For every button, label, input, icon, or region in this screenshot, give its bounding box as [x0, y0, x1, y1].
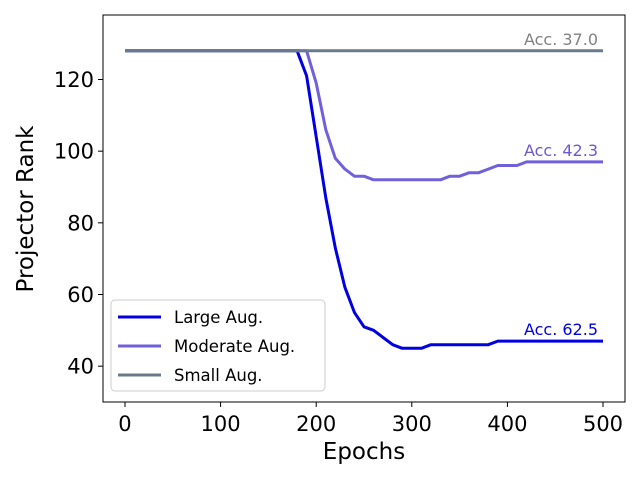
series-lines — [125, 49, 603, 350]
plot-frame — [102, 14, 626, 403]
x-tick-label: 100 — [201, 412, 241, 436]
legend-box — [110, 299, 326, 392]
accuracy-annotations: Acc. 62.5 Acc. 42.3 Acc. 37.0 — [524, 30, 598, 339]
y-tick-label: 100 — [54, 140, 94, 164]
annotation-small-aug: Acc. 37.0 — [524, 30, 598, 49]
annotation-moderate-aug: Acc. 42.3 — [524, 141, 598, 160]
x-tick-label: 400 — [487, 412, 527, 436]
y-axis-label: Projector Rank — [13, 125, 39, 293]
y-tick-label: 40 — [67, 355, 94, 379]
legend-label-large-aug: Large Aug. — [174, 308, 263, 327]
series-line-moderate-aug — [125, 49, 603, 182]
legend-label-small-aug: Small Aug. — [174, 366, 263, 385]
legend-label-moderate-aug: Moderate Aug. — [174, 337, 295, 356]
y-tick-label: 120 — [54, 68, 94, 92]
x-axis-label: Epochs — [323, 439, 405, 465]
legend: Large Aug. Moderate Aug. Small Aug. — [110, 299, 326, 392]
y-tick-label: 80 — [67, 211, 94, 235]
x-tick-label: 0 — [118, 412, 131, 436]
annotation-large-aug: Acc. 62.5 — [524, 320, 598, 339]
x-tick-label: 200 — [296, 412, 336, 436]
x-tick-label: 500 — [583, 412, 623, 436]
x-tick-label: 300 — [392, 412, 432, 436]
axis-ticks: 0 100 200 300 400 500 40 60 80 100 120 — [54, 68, 623, 436]
y-tick-label: 60 — [67, 283, 94, 307]
series-line-large-aug — [125, 49, 603, 350]
